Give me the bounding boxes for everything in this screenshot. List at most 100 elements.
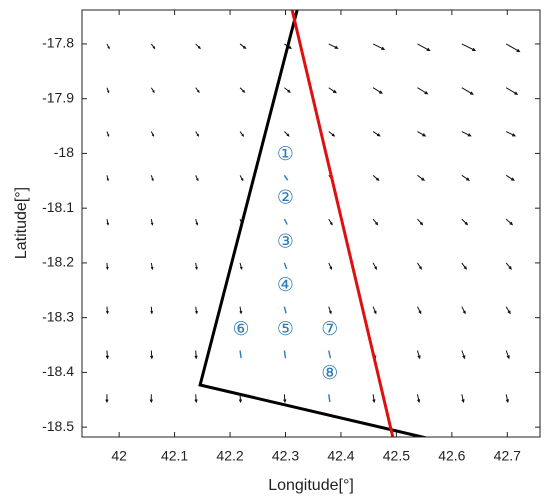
arrow [195,306,198,315]
boundary-line [198,10,428,437]
arrow [283,350,287,359]
arrow [150,175,154,182]
arrow [417,262,422,270]
arrow [328,131,336,137]
arrow [461,174,470,181]
station-label: ⑧ [321,362,338,384]
y-tick-label: -18.3 [42,308,74,324]
arrow [505,87,519,95]
axes-box [81,9,541,438]
arrow [149,394,153,404]
x-tick-label: 42.6 [438,448,465,464]
arrow [461,306,466,315]
arrow [150,262,154,271]
arrow [239,262,243,271]
arrow [106,131,110,137]
arrow [283,394,287,404]
arrow [194,394,198,404]
y-tick-label: -18 [54,144,74,160]
y-tick-label: -18.1 [42,199,74,215]
x-axis-label: Longitude[°] [268,477,354,494]
x-tick-label: 42.1 [161,448,188,464]
arrow [505,174,515,181]
y-tick-label: -18.4 [42,363,74,379]
station-label: ⑤ [277,318,294,340]
arrow [372,131,381,137]
arrow [417,131,427,137]
arrow [328,350,332,359]
arrow [328,87,337,94]
arrow [416,350,421,360]
arrow [461,43,477,52]
x-tick-label: 42.3 [272,448,299,464]
arrow [105,350,109,360]
station-label: ⑥ [233,318,250,340]
x-tick-label: 42.2 [216,448,243,464]
arrow [461,218,469,226]
arrow [150,306,154,315]
arrow [150,350,154,360]
arrow [372,87,383,94]
arrow [195,218,199,226]
arrow [150,219,154,226]
arrow [505,262,512,270]
arrow [328,218,333,226]
arrow [328,306,332,315]
arrow [505,131,517,137]
arrow [417,43,431,52]
y-tick-label: -17.8 [42,35,74,51]
x-tick-label: 42.5 [383,448,410,464]
arrow [195,131,200,137]
arrow [195,87,200,94]
arrow [239,131,245,137]
arrow [461,87,474,95]
y-tick-label: -17.9 [42,89,74,105]
x-tick-label: 42.7 [494,448,521,464]
station-label: ④ [277,274,294,296]
arrow [239,87,246,93]
arrow [505,306,511,315]
arrow [461,394,465,404]
arrow [372,262,377,270]
station-label: ③ [277,230,294,252]
arrow [417,87,429,95]
arrow [505,218,514,226]
arrow [328,43,339,49]
arrow [417,174,426,181]
arrow [505,394,509,404]
arrow [106,87,110,94]
station-label: ① [277,143,294,165]
arrow [461,262,467,270]
arrow [372,174,380,182]
arrow [283,262,288,270]
arrow [106,175,109,182]
arrow [283,218,288,225]
arrow [505,350,510,360]
arrow [372,394,376,404]
y-tick-label: -18.5 [42,418,74,434]
arrow [239,306,243,315]
arrow [195,262,198,271]
arrow [105,262,109,271]
boundary-line [290,10,395,437]
plot-area: ① ② ③ ④ ⑤ ⑥ ⑦ ⑧ [105,10,521,437]
arrow [105,306,109,315]
arrow [417,306,422,315]
arrow [239,175,244,182]
arrow [328,262,333,270]
arrow [372,43,386,50]
arrow [461,131,472,137]
arrow [194,350,198,360]
arrow [416,394,421,404]
arrow [505,43,521,53]
arrow [284,87,291,93]
arrow [195,175,199,182]
arrow [239,350,242,359]
arrow [106,219,110,226]
arrow [328,394,331,403]
arrow [239,43,247,50]
arrow [372,218,379,226]
arrow [105,394,109,404]
